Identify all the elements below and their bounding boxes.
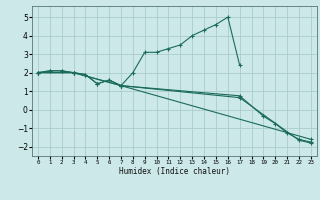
X-axis label: Humidex (Indice chaleur): Humidex (Indice chaleur) (119, 167, 230, 176)
